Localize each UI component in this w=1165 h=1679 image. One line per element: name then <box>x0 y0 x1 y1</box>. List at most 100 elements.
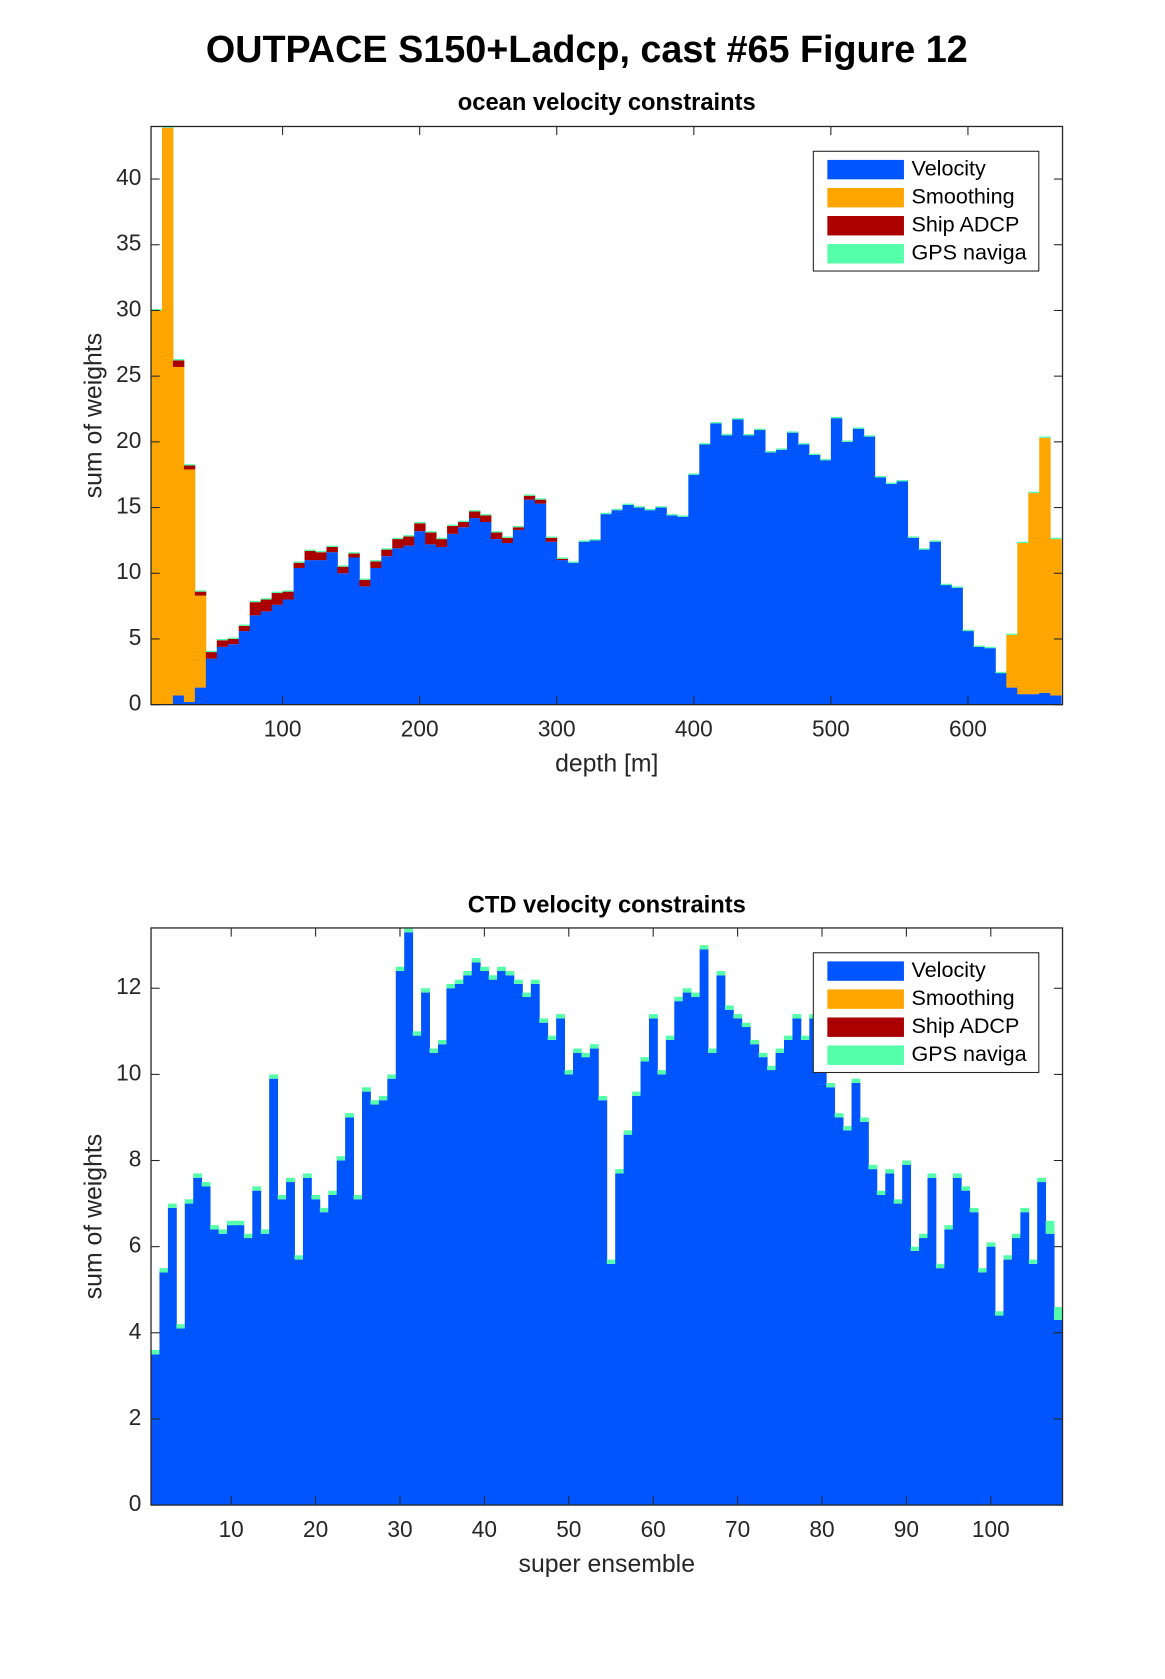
bar-segment <box>885 1169 895 1174</box>
bar-segment <box>425 544 437 705</box>
bar-segment <box>326 545 338 547</box>
bar-segment <box>184 1199 194 1204</box>
bar-segment <box>615 1173 625 1506</box>
legend: Velocity Smoothing Ship ADCP GPS naviga <box>812 150 1040 272</box>
bar-segment <box>754 428 766 431</box>
bar-segment <box>750 1039 760 1045</box>
bar-segment <box>830 418 843 705</box>
bar-segment <box>929 540 941 542</box>
bar-segment <box>194 591 207 596</box>
bar-segment <box>271 604 284 705</box>
bar-segment <box>539 1018 549 1023</box>
bar-segment <box>868 1169 878 1506</box>
bar-segment <box>951 586 963 588</box>
bar-segment <box>758 1052 768 1058</box>
bar-segment <box>657 1074 667 1506</box>
bar-segment <box>249 615 262 705</box>
bar-segment <box>573 1048 582 1053</box>
bar-segment <box>1006 633 1018 636</box>
bar-segment <box>159 1268 169 1273</box>
bar-segment <box>775 1052 785 1506</box>
y-tick-label: 30 <box>116 295 141 321</box>
bar-segment <box>523 499 536 705</box>
bar-segment <box>446 983 456 989</box>
bar-segment <box>469 511 481 519</box>
y-tick-label: 12 <box>116 973 141 999</box>
bar-segment <box>809 1018 819 1506</box>
bar-segment <box>655 507 667 705</box>
x-axis-label: depth [m] <box>555 751 658 778</box>
bar-segment <box>868 1164 878 1170</box>
bar-segment <box>337 573 349 705</box>
bar-segment <box>522 996 532 1506</box>
bar-segment <box>513 983 523 1506</box>
bar-segment <box>404 927 414 933</box>
bar-segment <box>841 441 854 705</box>
axes-box <box>150 125 1064 706</box>
bar-segment <box>480 966 490 972</box>
bar-segment <box>784 1039 793 1506</box>
bar-segment <box>505 975 515 1506</box>
bar-segment <box>161 127 174 705</box>
legend-label: GPS naviga <box>912 239 1027 264</box>
bar-segment <box>381 549 393 557</box>
bar-segment <box>235 1225 245 1506</box>
y-tick-label: 25 <box>116 361 141 387</box>
bar-segment <box>512 525 525 528</box>
bar-segment <box>787 432 799 705</box>
bar-segment <box>843 1130 852 1506</box>
x-tick-label: 20 <box>303 1516 328 1542</box>
bar-segment <box>962 629 974 632</box>
bar-segment <box>1020 1212 1030 1506</box>
bar-segment <box>387 1074 397 1079</box>
bar-segment <box>699 949 709 1506</box>
bar-segment <box>238 631 251 705</box>
bar-segment <box>282 599 295 705</box>
bar-segment <box>589 539 602 541</box>
bar-segment <box>260 1233 270 1506</box>
y-tick-label: 6 <box>129 1232 142 1258</box>
bar-segment <box>665 1035 675 1040</box>
legend-swatch <box>827 244 904 264</box>
bar-segment <box>792 1018 802 1506</box>
bar-segment <box>841 440 854 442</box>
bar-segment <box>724 1005 734 1010</box>
bar-segment <box>381 556 393 705</box>
bar-segment <box>1028 694 1040 705</box>
legend-swatch <box>827 961 904 981</box>
bar-segment <box>951 587 963 705</box>
bar-segment <box>556 1018 566 1506</box>
bar-segment <box>1039 437 1051 693</box>
bar-segment <box>640 1057 650 1062</box>
bar-segment <box>800 1039 810 1506</box>
bar-segment <box>716 971 726 976</box>
bar-segment <box>359 579 371 587</box>
bar-segment <box>657 1070 667 1075</box>
bar-segment <box>490 532 503 540</box>
bar-segment <box>210 1225 219 1230</box>
bar-segment <box>927 1177 937 1506</box>
bar-segment <box>910 1250 920 1506</box>
bar-segment <box>403 535 415 537</box>
bar-segment <box>969 1212 979 1506</box>
bar-segment <box>381 548 393 550</box>
bar-segment <box>429 1052 439 1506</box>
bar-segment <box>436 537 448 540</box>
bar-segment <box>454 979 464 984</box>
bar-segment <box>282 590 295 592</box>
bar-segment <box>412 1031 422 1036</box>
bar-segment <box>940 585 952 705</box>
bar-segment <box>767 1070 776 1506</box>
bar-segment <box>1003 1255 1013 1260</box>
bar-segment <box>403 545 415 705</box>
bar-segment <box>578 541 591 705</box>
bar-segment <box>606 1263 616 1506</box>
bar-segment <box>944 1225 954 1230</box>
bar-segment <box>940 583 952 586</box>
bar-segment <box>545 537 558 542</box>
y-tick-label: 20 <box>116 427 141 453</box>
bar-segment <box>545 536 558 538</box>
bar-segment <box>896 481 909 705</box>
bar-segment <box>458 520 470 523</box>
x-tick-label: 50 <box>556 1516 581 1542</box>
